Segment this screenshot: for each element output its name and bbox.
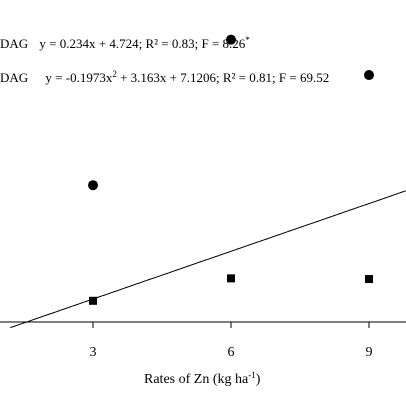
circle-marker-point: [88, 180, 98, 191]
x-axis-label-sup: -1: [248, 370, 256, 380]
square-marker-point: [227, 274, 235, 283]
x-tick-label: 9: [366, 345, 373, 360]
equation-linear: y = 0.234x + 4.724; R² = 0.83; F = 8.26*: [39, 36, 249, 52]
x-axis-label-tail: ): [255, 372, 261, 387]
data-points: [88, 34, 374, 305]
equation-quadratic-tail: + 3.163x + 7.1206; R² = 0.81; F = 69.52: [116, 70, 330, 85]
legend-label-linear: DAG: [0, 36, 29, 51]
equation-linear-text: y = 0.234x + 4.724; R² = 0.83; F = 8.26: [39, 36, 246, 51]
equation-quadratic-text: y = -0.1973x: [45, 70, 113, 85]
linear-fit-line: [10, 190, 406, 329]
equation-quadratic-sup: 2: [112, 69, 117, 79]
circle-marker-point: [226, 34, 236, 45]
x-axis-label: Rates of Zn (kg ha-1): [144, 370, 261, 388]
x-tick-label: 6: [228, 345, 235, 360]
square-marker-point: [365, 275, 373, 284]
square-marker-point: [89, 296, 97, 305]
legend-entry-quadratic: DAG y = -0.1973x2 + 3.163x + 7.1206; R² …: [0, 70, 329, 86]
equation-quadratic: y = -0.1973x2 + 3.163x + 7.1206; R² = 0.…: [45, 70, 329, 86]
circle-marker-point: [364, 70, 374, 81]
x-axis-ticks: 3 6 9: [90, 322, 373, 360]
legend-entry-linear: DAG y = 0.234x + 4.724; R² = 0.83; F = 8…: [0, 36, 250, 52]
x-tick-label: 3: [90, 345, 97, 360]
legend-label-quadratic: DAG: [0, 70, 29, 85]
x-axis-label-text: Rates of Zn (kg ha: [144, 372, 249, 387]
equation-linear-sup: *: [245, 35, 250, 45]
